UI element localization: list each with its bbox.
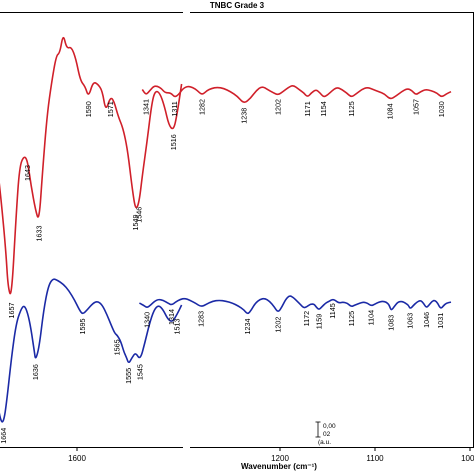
- x-tick-label-1200: 1200: [271, 454, 289, 463]
- x-tick-label-1000: 1000: [461, 454, 474, 463]
- peak-label-bottom-left-1636: 1636: [31, 364, 40, 380]
- peak-label-top-left-1549: 1549: [131, 215, 140, 231]
- peak-label-top-right-1057: 1057: [411, 99, 420, 115]
- peak-label-bottom-left-1555: 1555: [124, 368, 133, 384]
- peak-label-top-right-1202: 1202: [274, 99, 283, 115]
- peak-label-bottom-right-1202: 1202: [274, 317, 283, 333]
- scale-bar-label-3: (a.u.: [318, 439, 331, 446]
- peak-label-bottom-right-1104: 1104: [367, 310, 376, 325]
- peak-label-bottom-right-1340: 1340: [143, 312, 152, 328]
- x-tick-label-1100: 1100: [366, 454, 384, 463]
- peak-label-bottom-left-1545: 1545: [136, 364, 145, 380]
- peak-label-bottom-right-1283: 1283: [197, 311, 206, 327]
- peak-label-bottom-right-1314: 1314: [167, 309, 176, 325]
- peak-label-top-right-1154: 1154: [319, 101, 328, 116]
- scale-bar: 0,00 02 (a.u.: [315, 421, 336, 446]
- peak-label-bottom-left-1595: 1595: [78, 319, 87, 335]
- series-line-bottom-right: [139, 295, 452, 315]
- peak-label-bottom-right-1031: 1031: [436, 313, 445, 329]
- x-axis-ticks: 1600 1200 1100 1000: [68, 447, 474, 463]
- peak-label-top-left-1633: 1633: [35, 226, 44, 242]
- peak-label-bottom-left-1565: 1565: [113, 339, 122, 355]
- peak-label-top-right-1084: 1084: [386, 103, 395, 119]
- peak-label-top-right-1238: 1238: [239, 108, 248, 124]
- peak-label-bottom-right-1172: 1172: [302, 311, 311, 326]
- peak-label-top-left-1546: 1546: [135, 207, 144, 223]
- scale-bar-label-1: 0,00: [323, 423, 336, 430]
- peak-label-bottom-right-1234: 1234: [243, 319, 252, 335]
- peak-label-top-left-1643: 1643: [23, 165, 32, 181]
- peak-label-bottom-right-1083: 1083: [387, 315, 396, 331]
- peak-label-top-left-1571: 1571: [106, 101, 115, 117]
- peak-label-bottom-right-1046: 1046: [422, 312, 431, 328]
- peak-label-bottom-right-1063: 1063: [406, 313, 415, 329]
- peak-label-top-right-1125: 1125: [347, 101, 356, 116]
- scale-bar-label-2: 02: [323, 431, 331, 438]
- peak-label-top-right-1030: 1030: [437, 101, 446, 117]
- x-tick-label-1600: 1600: [68, 454, 86, 463]
- peak-label-bottom-left-1664: 1664: [0, 428, 8, 444]
- x-axis-label: Wavenumber (cm⁻¹): [241, 462, 317, 471]
- peak-label-bottom-right-1125: 1125: [347, 311, 356, 326]
- peak-label-bottom-right-1159: 1159: [314, 314, 323, 329]
- peak-label-bottom-left-1513: 1513: [173, 319, 182, 335]
- peak-label-top-right-1282: 1282: [198, 99, 207, 115]
- peak-label-bottom-right-1145: 1145: [328, 303, 337, 318]
- peak-labels: 1688167716571643163315901571154915461516…: [0, 99, 446, 444]
- chart-title: TNBC Grade 3: [210, 1, 265, 10]
- peak-label-top-right-1311: 1311: [170, 101, 179, 116]
- peak-label-top-left-1590: 1590: [84, 101, 93, 117]
- peak-label-top-right-1171: 1171: [303, 101, 312, 116]
- spectra-panels: [0, 37, 452, 423]
- series-line-top-right: [141, 85, 452, 103]
- series-line-top-left: [0, 37, 183, 295]
- peak-label-top-left-1516: 1516: [169, 134, 178, 150]
- series-line-bottom-left: [0, 278, 183, 423]
- peak-label-top-left-1657: 1657: [7, 303, 16, 319]
- peak-label-top-right-1341: 1341: [142, 99, 151, 115]
